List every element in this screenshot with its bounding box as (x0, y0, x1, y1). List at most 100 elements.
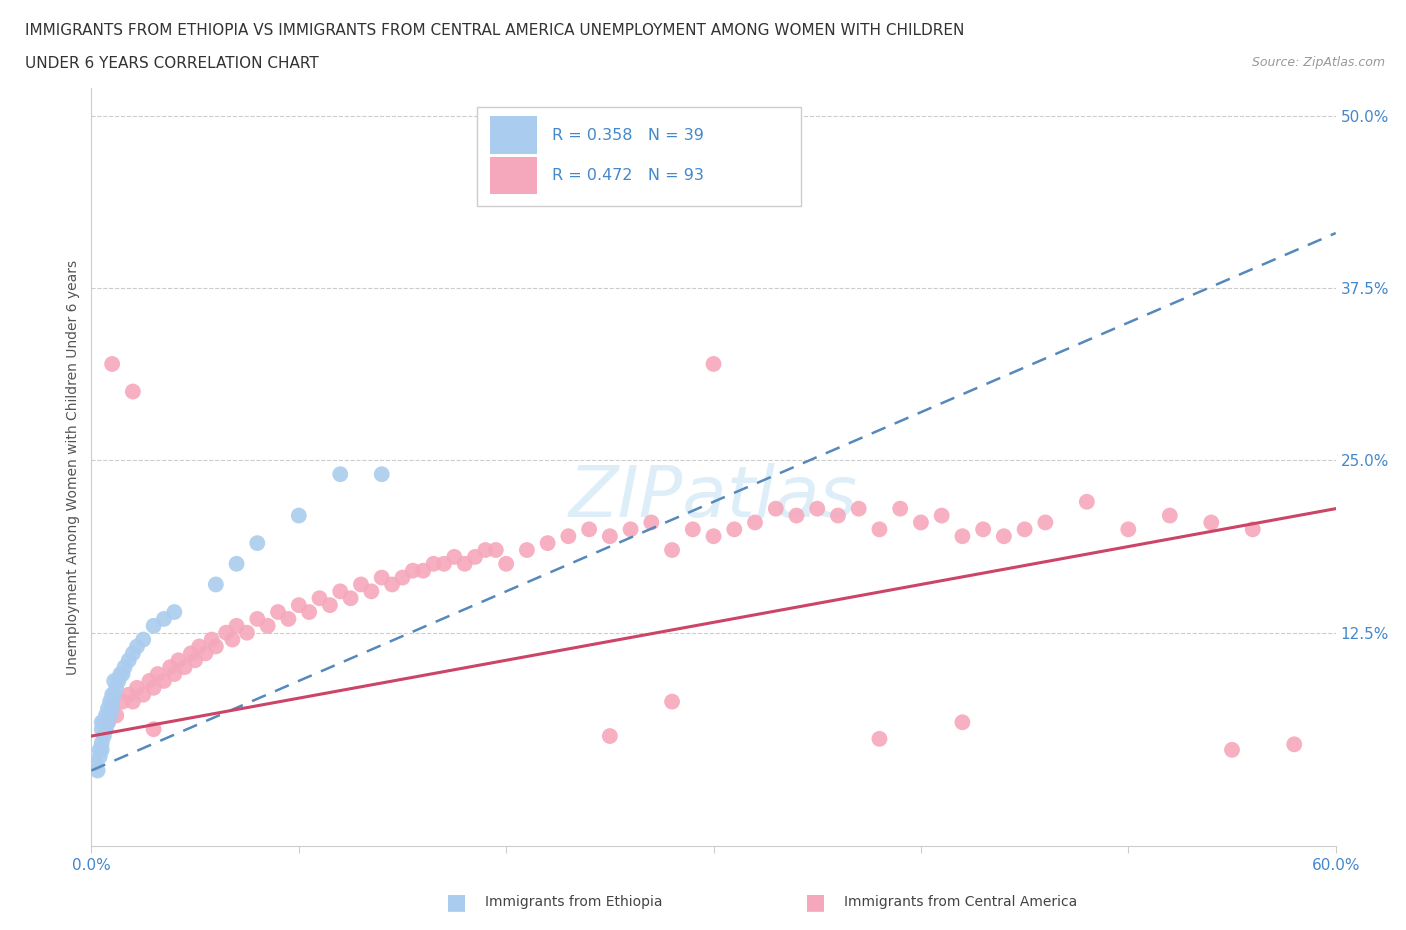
Text: ■: ■ (806, 892, 825, 912)
Point (132, 632, 155, 647)
Point (298, 604, 321, 619)
Point (443, 550, 465, 565)
Point (329, 467, 352, 482)
Point (1282, 737, 1305, 751)
Point (201, 632, 224, 647)
FancyBboxPatch shape (477, 107, 800, 206)
Point (221, 632, 243, 647)
Point (98, 708, 121, 723)
Point (702, 192, 725, 206)
Point (111, 667, 134, 682)
Point (110, 667, 132, 682)
Point (118, 653, 141, 668)
Text: R = 0.472   N = 93: R = 0.472 N = 93 (551, 168, 703, 183)
Point (319, 598, 342, 613)
Text: Immigrants from Ethiopia: Immigrants from Ethiopia (485, 895, 662, 910)
Point (180, 646, 202, 661)
Point (173, 659, 195, 674)
Point (90, 742, 112, 757)
Point (86, 763, 108, 777)
Point (827, 508, 849, 523)
Point (105, 681, 128, 696)
Point (381, 577, 404, 591)
Text: UNDER 6 YEARS CORRELATION CHART: UNDER 6 YEARS CORRELATION CHART (25, 56, 319, 71)
Point (277, 612, 299, 627)
Point (125, 681, 148, 696)
Point (765, 501, 787, 516)
Point (329, 584, 352, 599)
Text: R = 0.358   N = 39: R = 0.358 N = 39 (551, 127, 703, 143)
Point (287, 598, 309, 613)
Point (371, 570, 394, 585)
Y-axis label: Unemployment Among Women with Children Under 6 years: Unemployment Among Women with Children U… (66, 259, 80, 675)
Point (1118, 522, 1140, 537)
Point (1014, 522, 1036, 537)
Point (101, 701, 124, 716)
Point (806, 501, 828, 516)
Point (153, 612, 176, 627)
Point (94, 708, 117, 723)
Bar (489, 156, 537, 194)
Point (246, 536, 269, 551)
Point (578, 522, 600, 537)
Point (125, 639, 148, 654)
Point (516, 542, 538, 557)
Point (101, 687, 124, 702)
Point (599, 529, 621, 544)
Point (661, 542, 683, 557)
Point (163, 667, 186, 682)
Point (111, 694, 134, 709)
Point (146, 667, 169, 682)
Point (1159, 508, 1181, 523)
Point (103, 687, 125, 702)
Point (142, 618, 165, 633)
Point (142, 681, 165, 696)
Point (93, 715, 115, 730)
Point (619, 522, 641, 537)
Point (153, 673, 176, 688)
Point (485, 542, 508, 557)
Point (215, 625, 238, 640)
Point (339, 591, 361, 605)
Point (993, 529, 1015, 544)
Point (640, 515, 662, 530)
Point (184, 653, 207, 668)
Point (702, 529, 725, 544)
Point (1241, 522, 1264, 537)
Point (132, 687, 155, 702)
Point (464, 550, 486, 565)
Point (910, 515, 932, 530)
Point (599, 728, 621, 743)
Point (121, 646, 145, 661)
Point (495, 556, 517, 571)
Point (360, 584, 382, 599)
Point (972, 522, 994, 537)
Point (90, 736, 112, 751)
Point (89, 742, 111, 757)
Point (682, 522, 704, 537)
Point (93, 728, 115, 743)
Text: ■: ■ (447, 892, 467, 912)
Text: Source: ZipAtlas.com: Source: ZipAtlas.com (1251, 56, 1385, 69)
Point (90, 715, 112, 730)
Point (167, 653, 190, 668)
Point (138, 673, 160, 688)
Point (869, 731, 891, 746)
Point (98, 694, 121, 709)
Point (412, 564, 434, 578)
Point (163, 604, 186, 619)
Point (256, 618, 278, 633)
Point (950, 715, 973, 730)
Point (267, 604, 290, 619)
Point (97, 715, 120, 730)
Bar (489, 116, 537, 154)
Point (105, 708, 128, 723)
Point (90, 722, 112, 737)
Point (391, 570, 413, 585)
Text: ZIPatlas: ZIPatlas (569, 463, 858, 532)
Point (97, 701, 120, 716)
Point (453, 556, 475, 571)
Point (97, 715, 120, 730)
Point (188, 639, 211, 654)
Point (194, 646, 217, 661)
